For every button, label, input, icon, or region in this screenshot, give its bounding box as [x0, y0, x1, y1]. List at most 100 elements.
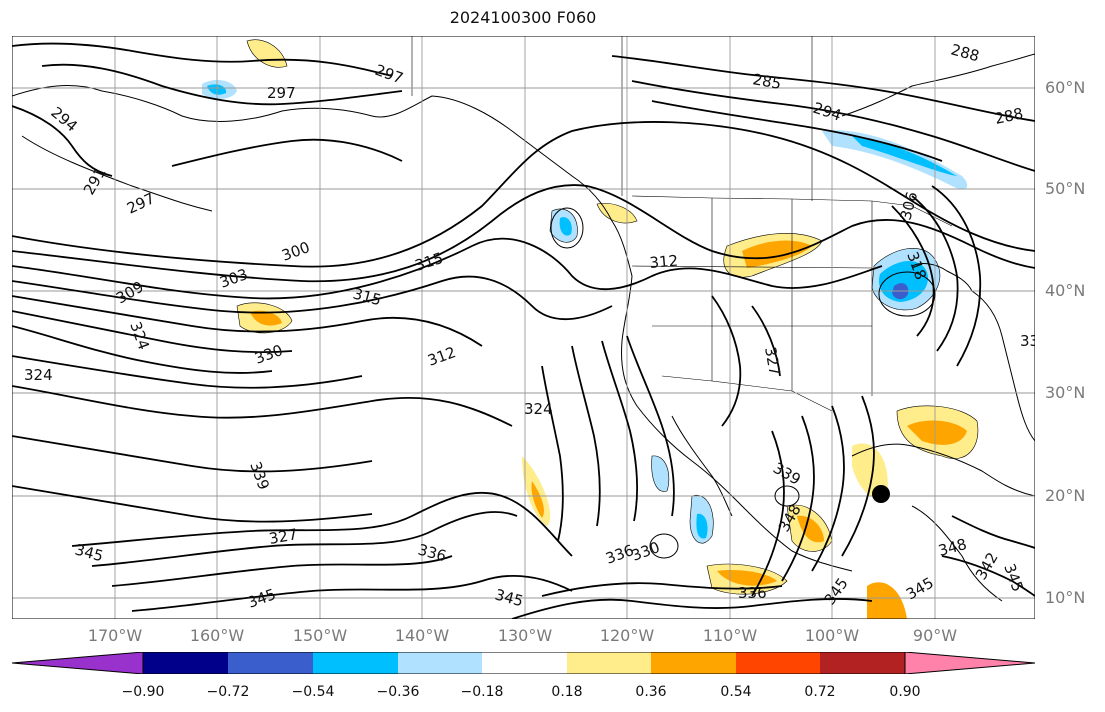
- theta-contours: [12, 42, 1035, 619]
- us-west-coast: [621, 275, 853, 572]
- contour-line: [811, 405, 845, 572]
- colorbar-tick: 0.90: [889, 684, 921, 700]
- weather-map: 297 285 288 294 297 288 294 291 297 306 …: [12, 36, 1035, 619]
- contour-line: [12, 121, 1035, 268]
- contour-line: [601, 340, 639, 522]
- baja-peninsula: [671, 415, 733, 517]
- gulf-of-mexico-coast: [851, 443, 1035, 497]
- colorbar-extend-low: [12, 652, 144, 674]
- east-coast: [971, 290, 1035, 442]
- colorbar: [12, 652, 1036, 674]
- contour-line: [12, 105, 113, 177]
- shade-blue-hawaii-area: [651, 455, 670, 492]
- contour-line: [911, 195, 959, 352]
- contour-line: [951, 515, 1035, 549]
- colorbar-tick: −0.90: [121, 684, 165, 700]
- contour-line: [12, 385, 513, 427]
- lat-label: 10°N: [1045, 588, 1086, 607]
- shade-yellow-gulfcoast: [852, 443, 888, 499]
- contour-line: [131, 574, 573, 612]
- contour-line: [111, 555, 453, 587]
- shade-deeporange-pacific: [250, 310, 282, 326]
- contour-line: [12, 237, 883, 300]
- lon-label: 150°W: [292, 626, 348, 645]
- contour-line: [12, 184, 1035, 283]
- contour-line: [541, 365, 564, 542]
- contour-line: [711, 295, 742, 427]
- contour-line: [12, 275, 613, 321]
- contour-label: 312: [649, 252, 679, 272]
- colorbar-tick: −0.18: [460, 684, 504, 700]
- lat-label: 20°N: [1045, 486, 1086, 505]
- political-borders: [411, 36, 953, 412]
- shade-deeporange-rockies: [742, 240, 812, 268]
- lon-label: 90°W: [912, 626, 958, 645]
- contour-labels: 297 285 288 294 297 288 294 291 297 306 …: [24, 40, 1035, 611]
- lat-label: 60°N: [1045, 78, 1086, 97]
- colorbar-swatch: [567, 652, 651, 674]
- colorbar-swatch: [228, 652, 313, 674]
- lon-label: 130°W: [497, 626, 553, 645]
- contour-line: [931, 185, 982, 367]
- contour-label: 288: [993, 104, 1025, 128]
- contour-line: [12, 355, 363, 389]
- lon-label: 120°W: [599, 626, 655, 645]
- contour-label: 333: [1020, 332, 1035, 350]
- contour-line: [571, 345, 601, 527]
- colorbar-swatch: [736, 652, 820, 674]
- contour-line: [171, 138, 403, 167]
- contour-line: [541, 582, 783, 597]
- contour-line: [12, 310, 293, 354]
- contour-label: 327: [268, 525, 299, 548]
- lat-label: 40°N: [1045, 281, 1086, 300]
- colorbar-swatch: [398, 652, 482, 674]
- page-title: 2024100300 F060: [449, 8, 597, 27]
- shade-cyan-baja: [696, 513, 708, 539]
- great-lakes: [911, 263, 973, 292]
- lat-label: 30°N: [1045, 383, 1086, 402]
- contour-line: [841, 395, 875, 557]
- contour-line: [41, 63, 403, 106]
- alaska-coast: [12, 85, 633, 277]
- contour-line: [12, 295, 483, 347]
- contour-line: [91, 511, 518, 567]
- contour-label: 324: [524, 400, 553, 418]
- shade-cyan-canada: [852, 136, 957, 176]
- lon-label: 140°W: [394, 626, 450, 645]
- yucatan-coast: [911, 505, 1003, 602]
- shade-orange-midpacific: [531, 481, 544, 518]
- coastlines: [12, 53, 1035, 602]
- contour-line: [12, 325, 273, 374]
- shade-blue-canada: [822, 130, 968, 190]
- contour-label: 285: [751, 70, 782, 93]
- shade-deeporange-south: [717, 570, 777, 586]
- contour-line: [781, 415, 815, 582]
- contour-line: [511, 598, 873, 619]
- contour-line: [751, 430, 785, 597]
- lon-label: 170°W: [87, 626, 143, 645]
- colorbar-swatch: [820, 652, 905, 674]
- contour-label: 327: [761, 346, 784, 377]
- us-mexico-border: [661, 375, 833, 412]
- colorbar-tick: 0.72: [804, 684, 836, 700]
- contour-label: 297: [267, 84, 296, 102]
- colorbar-tick: 0.18: [551, 684, 583, 700]
- contour-label: 324: [24, 366, 53, 384]
- shaded-regions: [202, 39, 979, 619]
- colorbar-swatch: [143, 652, 228, 674]
- contour-label: 336: [738, 584, 767, 602]
- contour-line: [611, 55, 1035, 122]
- contour-line: [651, 100, 943, 162]
- colorbar-tick: 0.36: [635, 684, 667, 700]
- lon-label: 160°W: [189, 626, 245, 645]
- contour-line: [12, 435, 373, 473]
- colorbar-swatch: [651, 652, 736, 674]
- colorbar-tick: −0.54: [291, 684, 335, 700]
- contour-line: [626, 335, 675, 517]
- colorbar-tick: −0.72: [206, 684, 250, 700]
- shade-deeporange-mexico: [797, 515, 824, 543]
- contour-line: [12, 42, 393, 77]
- shade-cyan-great-lakes: [878, 260, 928, 302]
- contour-line: [631, 80, 1035, 172]
- storm-marker-dot: [872, 485, 890, 503]
